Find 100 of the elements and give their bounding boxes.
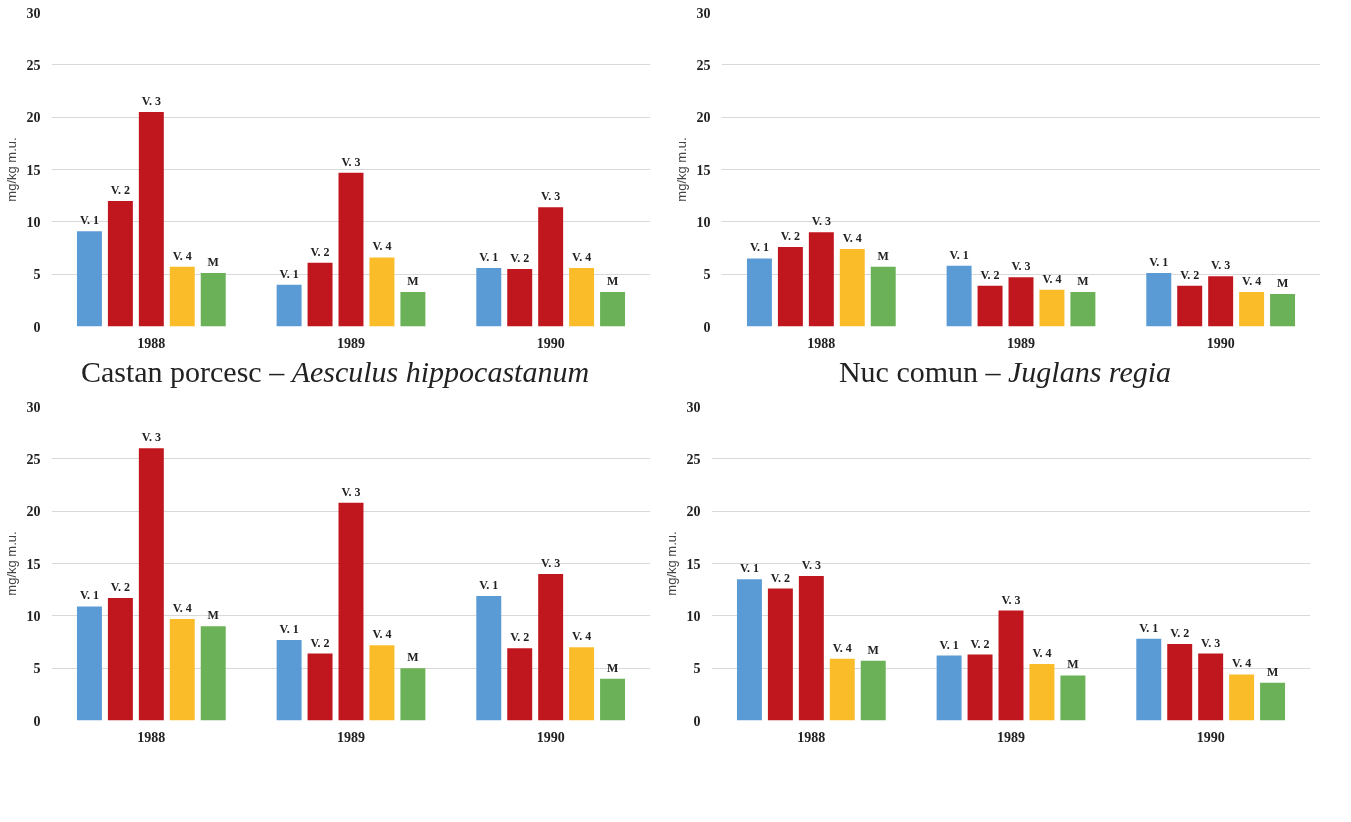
text: M <box>1067 657 1079 672</box>
series-label: V. 4 <box>172 600 192 615</box>
bar <box>767 588 793 721</box>
y-tick-label: 10 <box>686 608 701 624</box>
text: V. 1 <box>1139 620 1159 635</box>
text: M <box>1276 276 1289 291</box>
y-tick-label: 30 <box>686 399 701 415</box>
bar <box>1167 644 1193 721</box>
text: M <box>407 273 419 288</box>
series-label: V. 2 <box>770 570 790 585</box>
text: M <box>606 660 619 675</box>
bar <box>600 678 626 721</box>
bar <box>338 172 364 327</box>
series-label: V. 2 <box>110 580 130 595</box>
x-tick-label: 1989 <box>337 729 365 745</box>
series-label: V. 4 <box>842 231 862 246</box>
series-label: V. 4 <box>172 248 192 263</box>
text: V. 3 <box>341 484 361 499</box>
bar <box>1270 294 1296 327</box>
x-tick-label: 1990 <box>536 729 565 745</box>
series-label: M <box>207 608 219 623</box>
bar <box>538 207 564 327</box>
y-tick-label: 30 <box>26 399 41 415</box>
text: V. 3 <box>341 154 361 169</box>
y-tick-label: 15 <box>696 162 711 178</box>
bar <box>276 639 302 721</box>
y-tick-label: 5 <box>33 661 41 677</box>
bar <box>476 595 502 721</box>
text: V. 4 <box>372 239 392 254</box>
text: M <box>1266 664 1279 679</box>
x-tick-label: 1990 <box>536 335 565 351</box>
text: V. 4 <box>1032 645 1052 660</box>
y-tick-label: 15 <box>686 556 701 572</box>
bar <box>1136 638 1162 721</box>
bar <box>967 654 993 721</box>
text: V. 2 <box>980 267 1000 282</box>
bar <box>829 658 855 721</box>
text: V. 1 <box>279 621 299 636</box>
text: V. 2 <box>310 244 330 259</box>
bar <box>400 668 426 721</box>
bar <box>936 655 962 721</box>
text: Castan porcesc – Aesculus hippocastanum <box>80 355 590 389</box>
y-tick-label: 25 <box>26 451 41 467</box>
bar <box>839 249 865 327</box>
series-label: M <box>207 255 219 270</box>
text: V. 3 <box>541 189 561 204</box>
bar <box>998 610 1024 721</box>
y-axis-title: mg/kg m.u. <box>673 137 689 202</box>
bar <box>538 573 564 721</box>
text: V. 4 <box>572 629 592 644</box>
x-tick-label: 1990 <box>1206 335 1235 351</box>
bar <box>777 246 803 327</box>
bar <box>138 448 164 721</box>
text: V. 4 <box>1042 271 1062 286</box>
text: V. 1 <box>479 249 499 264</box>
bar <box>600 291 626 327</box>
bar <box>1208 276 1234 327</box>
text: V. 2 <box>510 250 530 265</box>
series-label: V. 3 <box>811 214 831 229</box>
bar <box>569 647 595 721</box>
x-tick-label: 1988 <box>137 729 166 745</box>
series-label: V. 1 <box>79 588 99 603</box>
text: Nuc comun – Juglans regia <box>838 355 1172 389</box>
bar <box>1008 277 1034 327</box>
bar <box>76 231 102 327</box>
text: V. 2 <box>1170 626 1190 641</box>
bar <box>746 258 772 327</box>
bar <box>798 576 824 721</box>
text: M <box>407 650 419 665</box>
text: V. 3 <box>541 555 561 570</box>
y-tick-label: 20 <box>26 504 41 520</box>
y-tick-label: 10 <box>696 214 711 230</box>
bar <box>860 660 886 721</box>
text: V. 1 <box>479 577 499 592</box>
bar <box>369 645 395 721</box>
bar <box>1229 674 1255 721</box>
series-label: M <box>877 248 889 263</box>
y-tick-label: 20 <box>26 110 41 126</box>
bar <box>307 653 333 721</box>
text: V. 1 <box>1149 255 1169 270</box>
x-tick-label: 1988 <box>807 335 836 351</box>
bar <box>1260 682 1286 721</box>
series-label: V. 1 <box>739 561 759 576</box>
y-tick-label: 20 <box>696 110 711 126</box>
series-label: M <box>867 642 879 657</box>
y-tick-label: 10 <box>26 608 41 624</box>
text: V. 4 <box>372 627 392 642</box>
bar <box>736 579 762 721</box>
bar <box>1239 291 1265 327</box>
y-tick-label: 30 <box>696 5 711 21</box>
bar <box>808 232 834 327</box>
series-label: V. 1 <box>949 247 969 262</box>
bar <box>870 266 896 327</box>
bar <box>369 257 395 327</box>
bar <box>107 598 133 721</box>
bar <box>338 502 364 721</box>
text: V. 1 <box>279 266 299 281</box>
text: V. 2 <box>1180 267 1200 282</box>
y-axis-title: mg/kg m.u. <box>3 531 19 596</box>
bar <box>1146 273 1172 327</box>
